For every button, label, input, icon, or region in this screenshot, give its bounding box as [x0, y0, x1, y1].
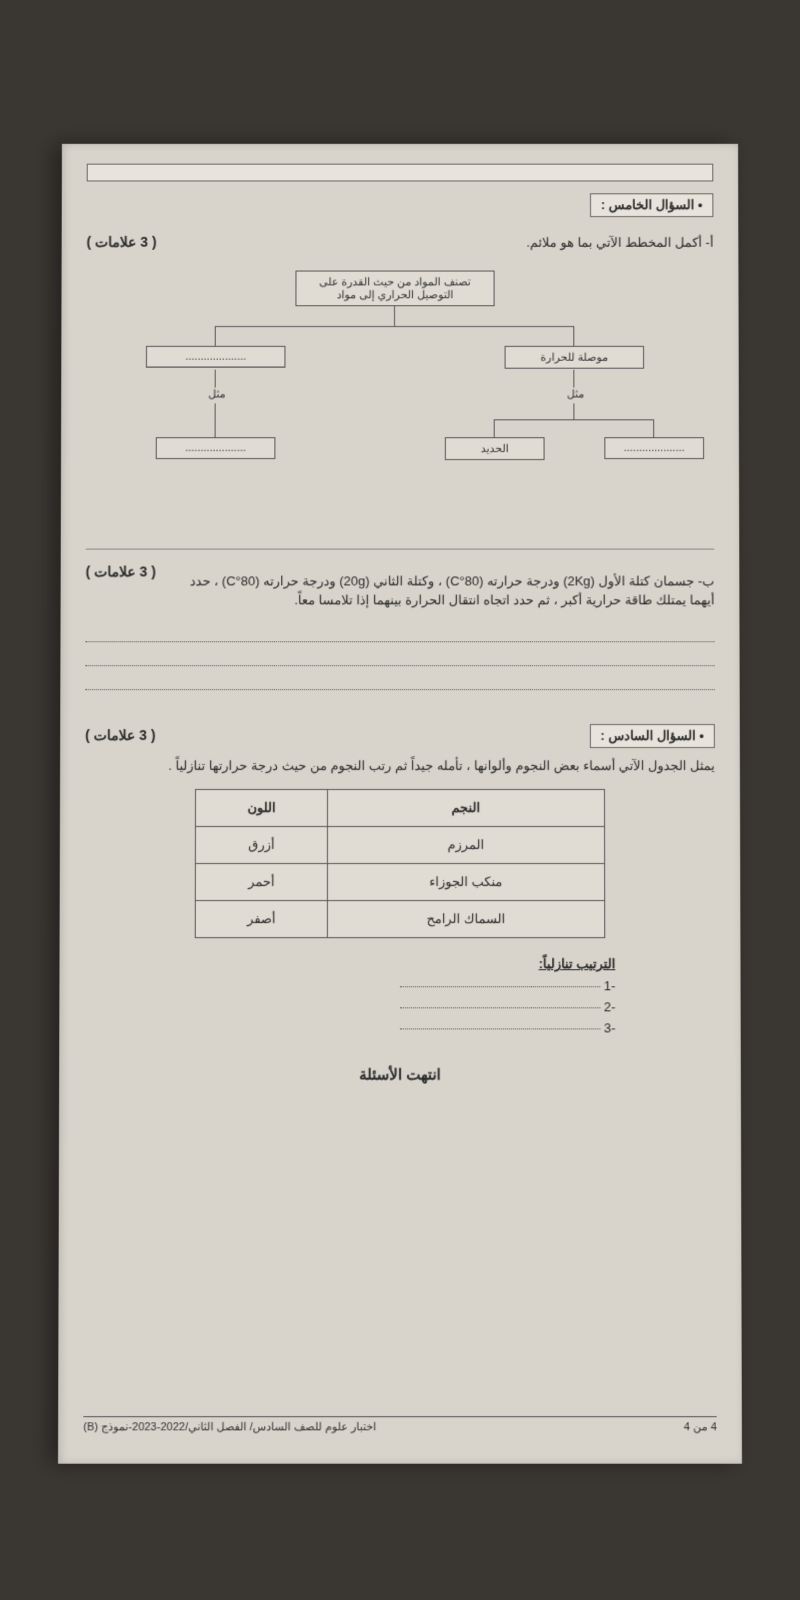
cell-color: أزرق [196, 827, 328, 864]
table-header-row: النجم اللون [196, 790, 605, 827]
divider [86, 548, 715, 549]
diagram-right-leaf2: الحديد [445, 437, 545, 460]
cell-color: أحمر [196, 864, 328, 901]
q6-header-row: • السؤال السادس : ( 3 علامات ) [85, 724, 715, 748]
cell-star: المرزم [327, 827, 604, 864]
end-text: انتهت الأسئلة [84, 1066, 716, 1084]
diagram-left-leaf: .................... [156, 437, 276, 459]
rank-blank[interactable] [400, 1007, 600, 1008]
rank-2[interactable]: -2 [84, 999, 615, 1014]
q5-parta-text: أ- أكمل المخطط الآتي بما هو ملائم. [526, 233, 713, 252]
col-color: اللون [196, 790, 328, 827]
table-row: منكب الجوزاء أحمر [196, 864, 605, 901]
diagram-line [215, 369, 216, 387]
col-star: النجم [327, 790, 604, 827]
rank-1[interactable]: -1 [84, 978, 615, 993]
diagram-root: تصنف المواد من حيث القدرة على التوصيل ال… [295, 270, 494, 306]
q6-intro: يمثل الجدول الآتي أسماء بعض النجوم وألوا… [85, 756, 715, 775]
footer-info: اختبار علوم للصف السادس/ الفصل الثاني/20… [83, 1420, 376, 1433]
diagram-left-branch: .................... [146, 345, 285, 367]
diagram-line [215, 326, 216, 346]
diagram-right-leaf1: .................... [604, 437, 704, 459]
diagram-line [573, 326, 574, 346]
answer-line[interactable] [85, 648, 714, 666]
diagram-line [653, 419, 654, 437]
table-row: السماك الرامح أصفر [196, 901, 605, 938]
diagram-line [494, 419, 495, 437]
q5-title: • السؤال الخامس : [590, 193, 714, 217]
example-label: مثل [208, 387, 226, 400]
rank-3[interactable]: -3 [84, 1020, 615, 1035]
top-band [87, 164, 714, 182]
rank-num: -2 [604, 999, 616, 1014]
exam-page: • السؤال الخامس : أ- أكمل المخطط الآتي ب… [58, 144, 742, 1464]
q5-marks: ( 3 علامات ) [87, 234, 157, 251]
diagram-line [495, 419, 654, 420]
classification-diagram: تصنف المواد من حيث القدرة على التوصيل ال… [86, 270, 715, 528]
q5-partb-text: ب- جسمان كتلة الأول (2Kg) ودرجة حرارته (… [172, 571, 715, 610]
cell-star: السماك الرامح [327, 901, 604, 938]
page-footer: 4 من 4 اختبار علوم للصف السادس/ الفصل ال… [83, 1416, 716, 1433]
cell-color: أصفر [196, 901, 328, 938]
table-row: المرزم أزرق [196, 827, 605, 864]
rank-num: -1 [604, 978, 616, 993]
answer-line[interactable] [85, 624, 714, 642]
rank-blank[interactable] [400, 1028, 600, 1029]
q5-header-row: • السؤال الخامس : [87, 193, 714, 217]
q6-title: • السؤال السادس : [589, 724, 714, 748]
q5-partb-marks: ( 3 علامات ) [86, 563, 156, 580]
diagram-line [573, 403, 574, 419]
ranking-label: الترتيب تنازلياً: [85, 956, 616, 972]
rank-blank[interactable] [400, 986, 600, 987]
page-number: 4 من 4 [684, 1420, 717, 1433]
answer-line[interactable] [85, 672, 714, 690]
ranking-block: الترتيب تنازلياً: -1 -2 -3 [84, 956, 615, 1035]
diagram-right-branch: موصلة للحرارة [505, 345, 644, 368]
diagram-line [215, 403, 216, 437]
diagram-line [394, 306, 395, 326]
q6-marks: ( 3 علامات ) [85, 727, 155, 744]
rank-num: -3 [604, 1020, 616, 1035]
cell-star: منكب الجوزاء [327, 864, 604, 901]
example-label: مثل [567, 387, 585, 400]
diagram-line [573, 369, 574, 387]
star-table: النجم اللون المرزم أزرق منكب الجوزاء أحم… [195, 789, 605, 938]
diagram-line [216, 326, 575, 327]
